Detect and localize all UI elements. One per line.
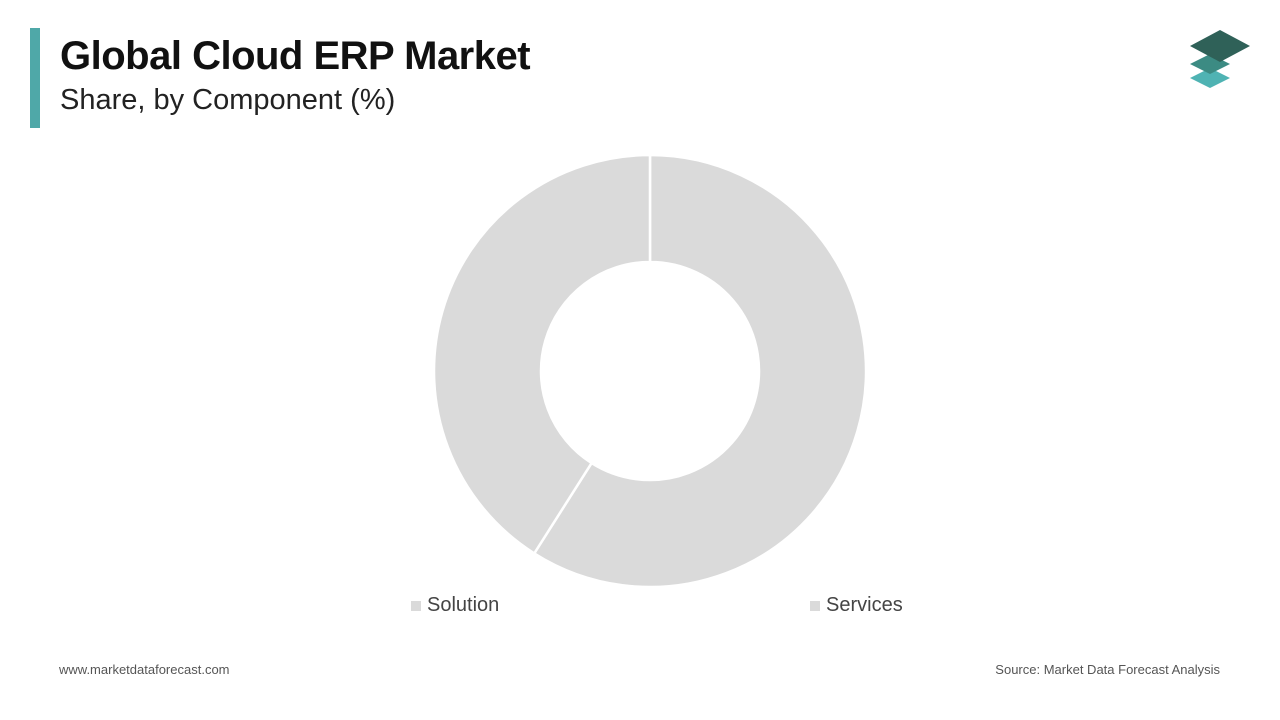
footer-website: www.marketdataforecast.com: [59, 662, 230, 677]
legend-label-services: Services: [826, 594, 903, 616]
legend-swatch-services: [810, 600, 820, 611]
donut-slices: [432, 153, 868, 589]
legend-item-solution: Solution: [411, 594, 499, 617]
legend-swatch-solution: [411, 600, 421, 611]
footer-source: Source: Market Data Forecast Analysis: [995, 662, 1220, 677]
chart-title: Global Cloud ERP Market: [60, 34, 531, 78]
donut-slice-services: [432, 153, 652, 556]
legend-item-services: Services: [810, 594, 903, 617]
donut-slice-solution: [532, 153, 868, 589]
stacked-layers-logo-icon: [1190, 30, 1250, 88]
chart-subtitle: Share, by Component (%): [60, 84, 396, 116]
legend-label-solution: Solution: [427, 594, 500, 616]
title-accent-bar: [30, 28, 40, 128]
